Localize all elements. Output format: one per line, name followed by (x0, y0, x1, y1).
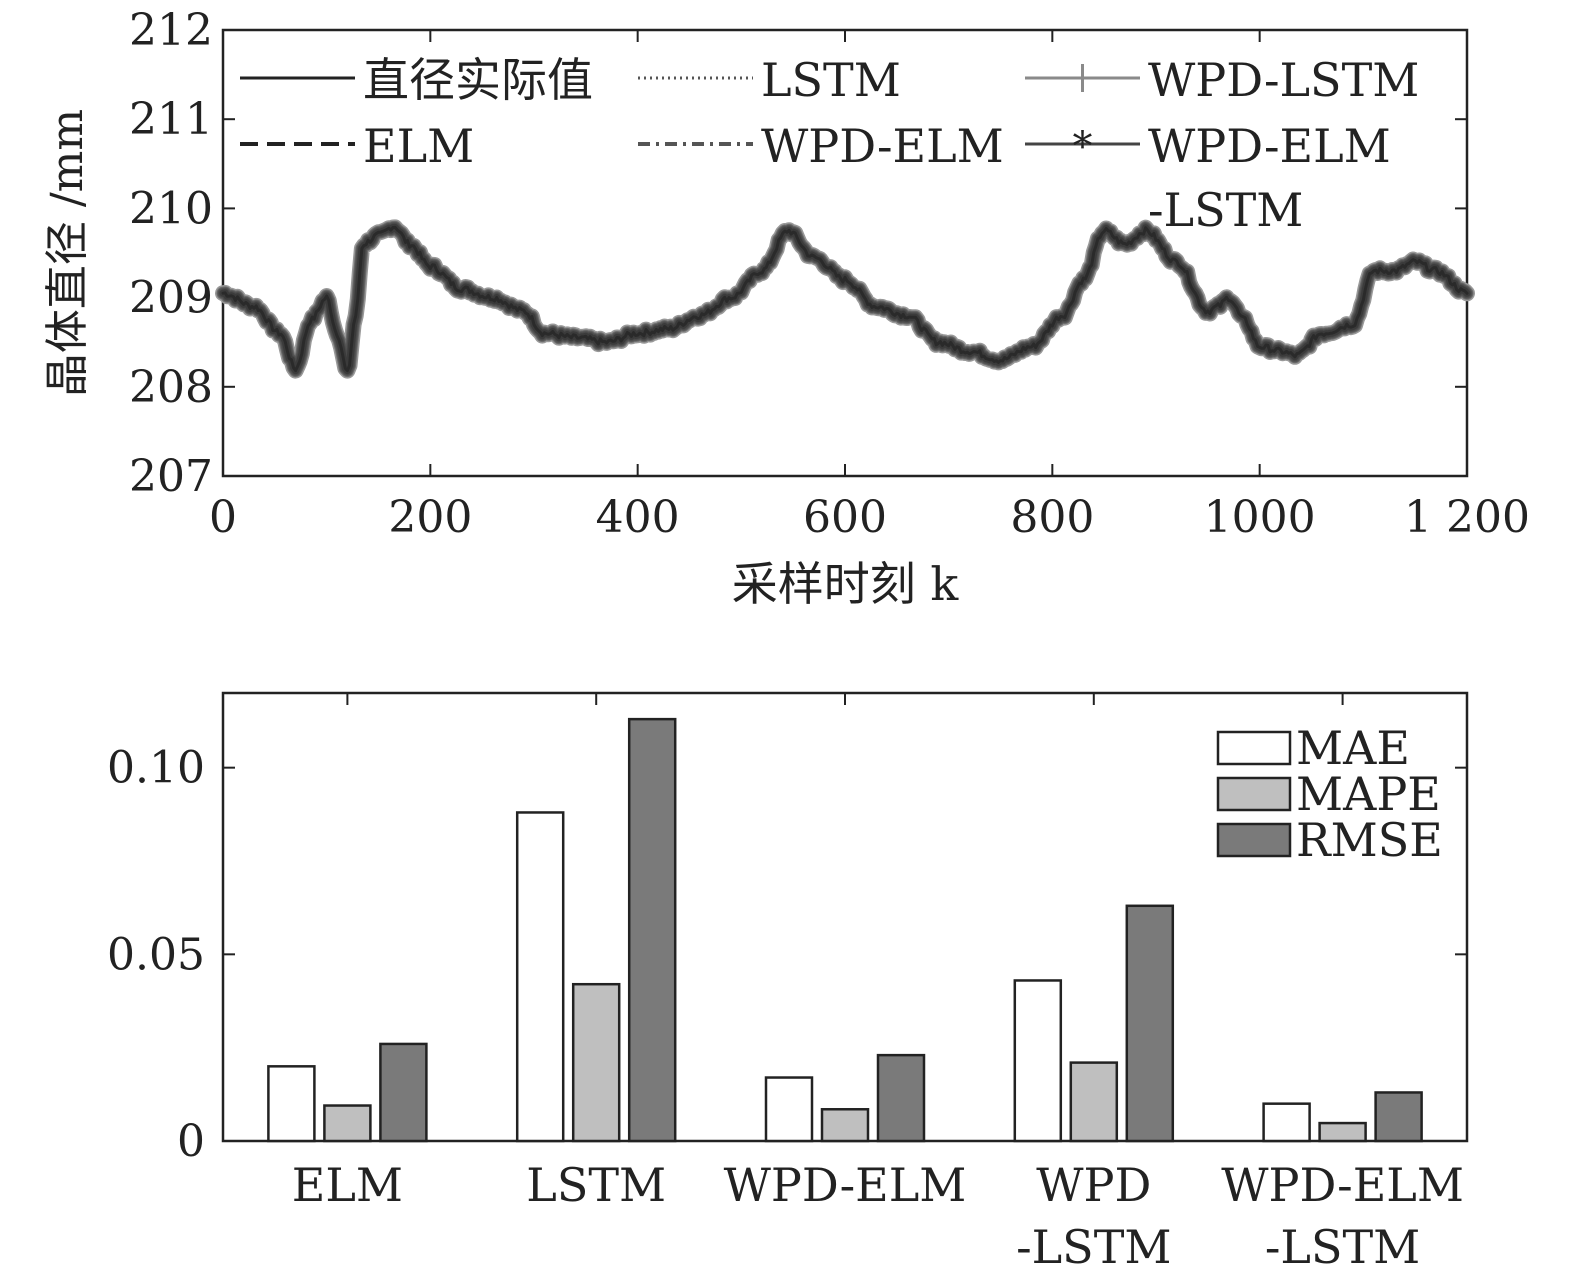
bar-rmse (627, 717, 677, 1143)
bar-rmse (1125, 904, 1175, 1143)
legend-label: RMSE (1296, 813, 1443, 867)
series-actual-diameter (221, 225, 1469, 373)
bar-mae (1013, 979, 1063, 1143)
y-tick-label: 209 (129, 273, 213, 324)
legend-label: MAPE (1296, 767, 1441, 821)
bar-mae (764, 1076, 814, 1143)
legend: 直径实际值 LSTM WPD-LSTM ELM WPD-ELM * WPD-ELM -LSTM (240, 53, 1419, 237)
y-axis-label: 晶体直径 /mm (42, 109, 93, 397)
bar-mape (571, 982, 621, 1143)
legend-marker: * (1073, 124, 1093, 170)
bar-mae (267, 1065, 316, 1143)
legend-label: WPD-ELM (1148, 119, 1391, 173)
bar-rmse (1374, 1091, 1423, 1143)
y-tick-label: 210 (129, 183, 213, 234)
x-tick-label: 400 (596, 492, 680, 543)
x-tick-label: 600 (803, 492, 887, 543)
bar-mape (1069, 1061, 1119, 1143)
legend-swatch (1216, 730, 1292, 766)
legend-swatch (1216, 822, 1292, 858)
x-tick-label-line2: -LSTM (1016, 1220, 1171, 1274)
x-tick-label-line2: -LSTM (1265, 1220, 1420, 1274)
legend-label: LSTM (761, 53, 901, 107)
y-tick-label: 211 (129, 94, 213, 145)
x-tick-label: 1000 (1204, 492, 1316, 543)
legend-label: MAE (1296, 721, 1410, 775)
legend-label: WPD-ELM (761, 119, 1004, 173)
legend-label: 直径实际值 (363, 53, 593, 107)
legend-label: WPD-LSTM (1148, 53, 1419, 107)
bar-mae (1262, 1102, 1311, 1143)
x-axis-label: 采样时刻 k (732, 557, 960, 611)
y-tick-label: 207 (129, 451, 213, 502)
diameter-line-chart: 0 200 400 600 800 1000 1 200 207 208 209 210 211 212… (42, 5, 1530, 611)
bar-rmse (379, 1042, 428, 1143)
error-bar-chart: 0 0.05 0.10 ELM LSTM WPD-ELM WPD -LSTM WPD-ELM -L… (107, 691, 1469, 1274)
y-tick-label: 0.05 (107, 929, 205, 980)
x-tick-label: 1 200 (1404, 492, 1530, 543)
bar-rmse (876, 1053, 926, 1143)
x-tick-label: WPD-ELM (724, 1158, 967, 1212)
y-tick-label: 208 (129, 362, 213, 413)
bar-mape (323, 1104, 372, 1143)
y-tick-label: 212 (129, 5, 213, 56)
x-tick-label: LSTM (526, 1158, 666, 1212)
x-tick-label: 800 (1010, 492, 1094, 543)
legend-label: ELM (363, 119, 474, 173)
y-tick-label: 0 (177, 1116, 205, 1167)
x-tick-label: 0 (209, 492, 237, 543)
x-tick-label: WPD-ELM (1221, 1158, 1464, 1212)
y-tick-label: 0.10 (107, 743, 205, 794)
bar-mape (1318, 1121, 1367, 1143)
bar-mape (820, 1108, 870, 1143)
legend-label-line2: -LSTM (1148, 183, 1303, 237)
x-tick-label: 200 (388, 492, 472, 543)
x-tick-label: WPD (1036, 1158, 1151, 1212)
x-tick-label: ELM (292, 1158, 403, 1212)
bar-mae (515, 811, 565, 1143)
legend-swatch (1216, 776, 1292, 812)
